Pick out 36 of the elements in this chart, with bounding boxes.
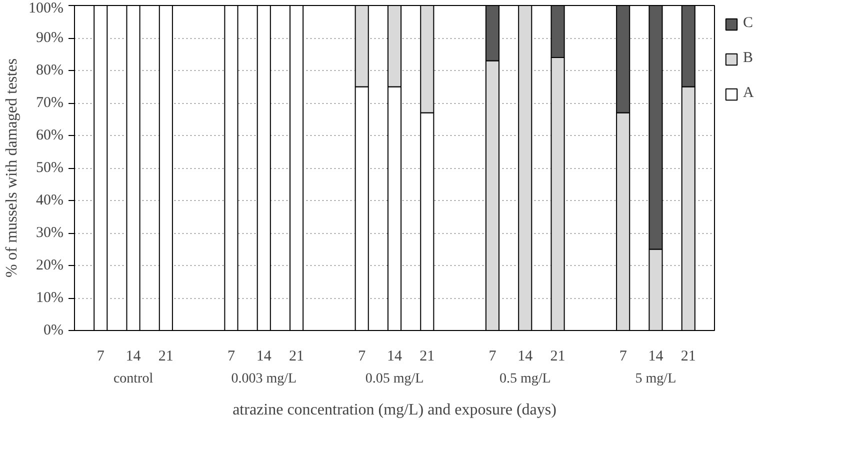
x-tick-label: 7 — [227, 348, 236, 364]
text: control — [113, 372, 154, 386]
y-tick-label: 30% — [36, 225, 64, 241]
y-tick-label: 40% — [36, 192, 64, 208]
text: 0.003 mg/L — [231, 372, 297, 386]
x-axis-title: atrazine concentration (mg/L) and exposure (days) — [232, 402, 556, 418]
x-tick-label: 14 — [387, 348, 402, 364]
x-tick-label: 7 — [488, 348, 497, 364]
y-tick-label: 20% — [36, 258, 64, 274]
y-tick-label: 90% — [36, 30, 64, 46]
x-tick-label: 14 — [518, 348, 534, 364]
x-tick-label: 21 — [289, 348, 304, 364]
x-tick-label: 21 — [420, 348, 435, 364]
x-tick-label: 7 — [358, 348, 366, 364]
y-tick-label: 50% — [36, 160, 64, 176]
x-tick-label: 7 — [619, 348, 628, 364]
y-axis-title: % of mussels with damaged testes — [4, 58, 21, 278]
text: 0.5 mg/L — [499, 372, 551, 386]
x-tick-label: 14 — [126, 348, 142, 364]
legend-label: C — [743, 15, 754, 32]
x-tick-label: 14 — [256, 348, 272, 364]
y-tick-label: 10% — [36, 290, 64, 306]
legend-label: B — [743, 50, 754, 67]
y-tick-label: 60% — [36, 128, 64, 144]
text: 5 mg/L — [635, 372, 676, 386]
y-tick-label: 0% — [44, 322, 64, 338]
legend-label: A — [743, 85, 755, 102]
y-tick-label: 80% — [36, 62, 64, 78]
x-tick-label: 14 — [648, 348, 664, 364]
text: 0.05 mg/L — [365, 372, 424, 386]
x-tick-label: 21 — [550, 348, 566, 364]
x-tick-label: 7 — [96, 348, 105, 364]
y-tick-label: 100% — [28, 0, 64, 16]
y-tick-label: 70% — [36, 95, 64, 111]
x-tick-label: 21 — [680, 348, 696, 364]
x-tick-label: 21 — [158, 348, 174, 364]
